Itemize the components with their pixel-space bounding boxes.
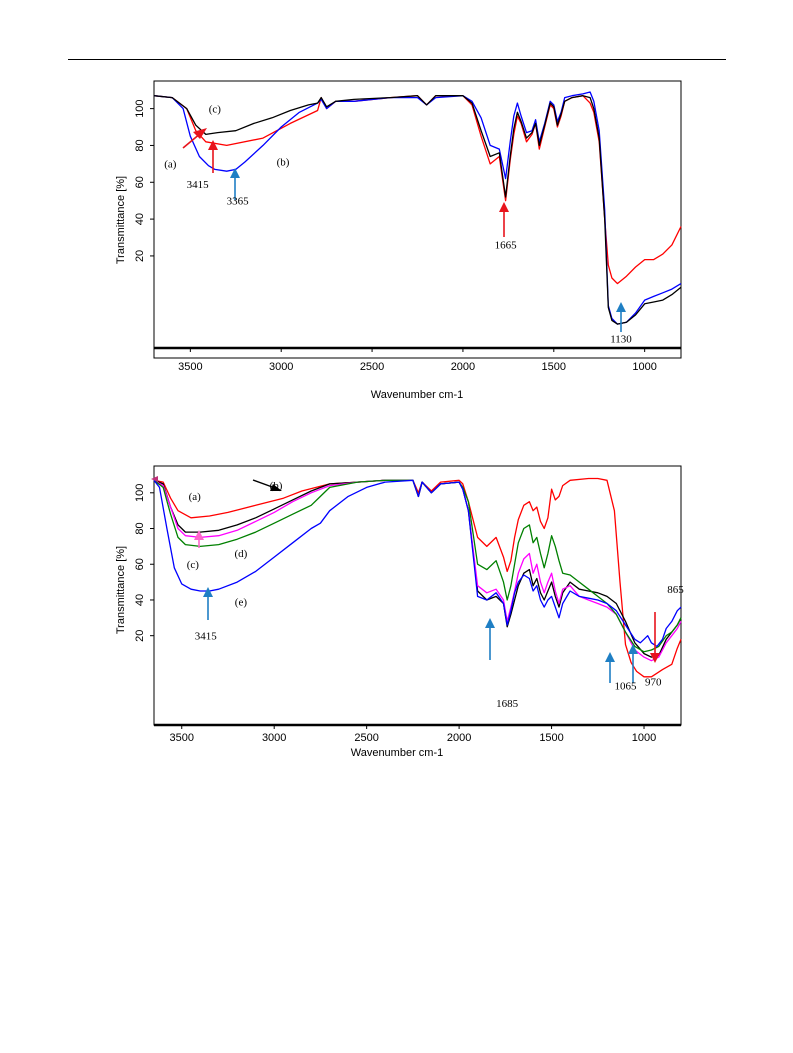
x-tick-label: 2500 (360, 361, 384, 373)
arrow-3415 (203, 587, 213, 620)
y-axis-title: Transmittance [%] (115, 176, 127, 264)
annotation-label: (e) (235, 596, 248, 608)
arrow-1685 (485, 618, 495, 660)
arrow-865 (650, 612, 660, 663)
page-header-rule (68, 59, 726, 60)
x-tick-label: 3000 (262, 732, 286, 744)
arrow-c (194, 530, 204, 548)
series-line-1 (153, 479, 682, 658)
y-tick-label: 80 (134, 522, 146, 534)
annotation-label: 1665 (495, 240, 518, 252)
annotation-label: (a) (189, 491, 202, 503)
y-tick-label: 20 (134, 630, 146, 642)
annotation-label: 865 (667, 584, 684, 596)
x-tick-label: 3500 (169, 732, 193, 744)
annotation-label: 970 (645, 677, 662, 689)
arrow-1130 (616, 302, 626, 332)
x-ticks: 3500 3000 2500 2000 1500 1000 (169, 725, 656, 744)
y-tick-label: 60 (134, 176, 146, 188)
annotation-label: (c) (187, 559, 200, 571)
y-tick-label: 80 (134, 139, 146, 151)
annotation-label: (a) (164, 159, 177, 171)
annotation-label: (b) (277, 157, 290, 169)
annotation-label: 3415 (187, 179, 210, 191)
x-tick-label: 1000 (632, 732, 656, 744)
annotation-group: (a) (b) (c) (d) (e) 3415 1685 1065 970 865 (187, 480, 684, 710)
arrow-1665 (499, 202, 509, 237)
y-ticks: 20 40 60 80 100 (134, 484, 154, 642)
annotation-label: 1065 (615, 680, 638, 692)
x-axis-title: Wavenumber cm-1 (351, 747, 444, 759)
annotation-label: 3415 (195, 630, 218, 642)
annotation-label: 1130 (610, 333, 632, 345)
y-ticks: 20 40 60 80 100 (134, 99, 154, 262)
x-ticks: 3500 3000 2500 2000 1500 1000 (178, 348, 657, 373)
y-tick-label: 100 (134, 484, 146, 502)
annotation-label: (d) (234, 548, 247, 560)
arrow-3415-left (182, 128, 207, 149)
arrow-970 (628, 644, 638, 683)
series-line-0 (153, 477, 682, 678)
annotation-label: (c) (209, 103, 222, 115)
x-tick-label: 3000 (269, 361, 293, 373)
x-tick-label: 2000 (451, 361, 475, 373)
series-line-2 (153, 95, 682, 325)
annotation-group: (c) (a) (b) 3415 3365 1665 1130 (164, 103, 632, 345)
arrow-3415 (208, 140, 218, 173)
series-group (153, 91, 682, 325)
x-axis-title: Wavenumber cm-1 (371, 389, 464, 401)
arrow-left-marker (151, 476, 158, 482)
x-tick-label: 1500 (542, 361, 566, 373)
x-tick-label: 2500 (354, 732, 378, 744)
x-tick-label: 1500 (539, 732, 563, 744)
arrow-3365 (230, 168, 240, 200)
series-line-4 (153, 479, 682, 648)
arrow-group (151, 476, 660, 683)
y-tick-label: 20 (134, 250, 146, 262)
y-tick-label: 40 (134, 594, 146, 606)
y-tick-label: 60 (134, 558, 146, 570)
y-tick-label: 40 (134, 213, 146, 225)
annotation-label: (b) (270, 480, 283, 492)
arrow-b (252, 479, 282, 491)
ftir-chart-1: 20 40 60 80 100 3500 3000 2500 2000 1500 1000 (c)… (115, 80, 682, 401)
ftir-chart-2: 20 40 60 80 100 3500 3000 2500 2000 1500 1000 (115, 465, 684, 759)
arrow-1065 (605, 652, 615, 683)
y-axis-title: Transmittance [%] (115, 546, 127, 634)
series-line-3 (153, 479, 682, 653)
annotation-label: 1685 (496, 698, 519, 710)
x-tick-label: 3500 (178, 361, 202, 373)
series-line-2 (153, 479, 682, 662)
x-tick-label: 2000 (447, 732, 471, 744)
x-tick-label: 1000 (632, 361, 656, 373)
plot-frame (153, 465, 682, 726)
arrow-group (182, 128, 626, 332)
annotation-label: 3365 (227, 195, 250, 207)
plot-frame (153, 80, 682, 359)
series-group (153, 477, 682, 678)
y-tick-label: 100 (134, 99, 146, 117)
